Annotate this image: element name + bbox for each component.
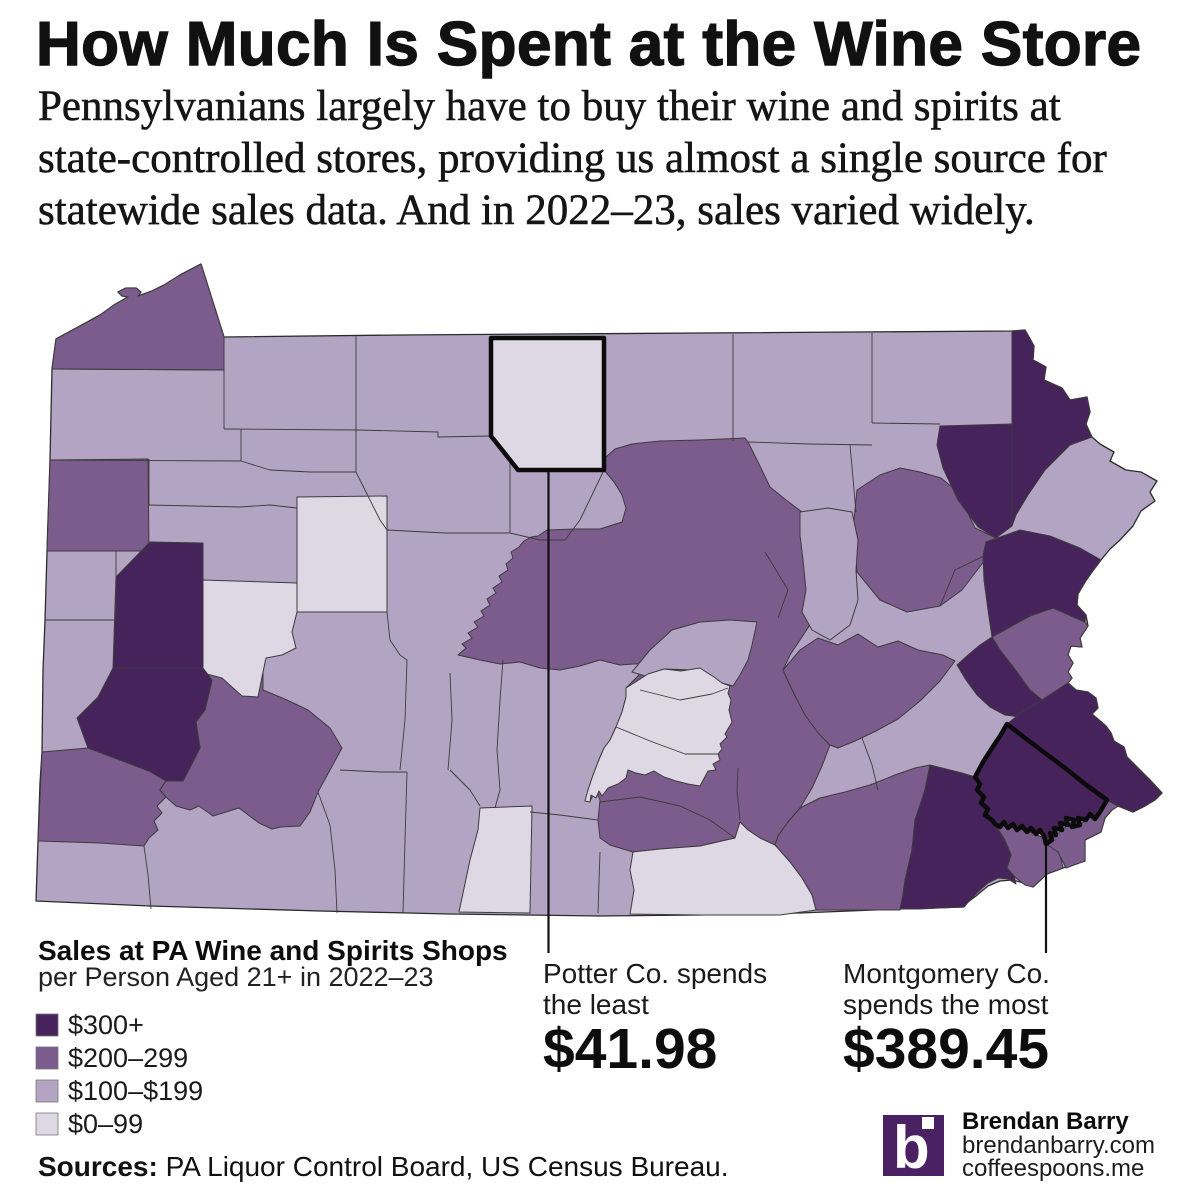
svg-text:Brendan Barry: Brendan Barry [962, 1108, 1129, 1135]
svg-text:$100–$199: $100–$199 [68, 1076, 203, 1106]
svg-text:Montgomery Co.: Montgomery Co. [843, 958, 1050, 989]
svg-text:$0–99: $0–99 [68, 1109, 143, 1139]
svg-text:state-controlled stores, provi: state-controlled stores, providing us al… [38, 135, 1107, 182]
svg-text:$41.98: $41.98 [543, 1017, 717, 1081]
svg-text:the least: the least [543, 989, 649, 1020]
svg-text:$200–299: $200–299 [68, 1043, 188, 1073]
svg-text:$300+: $300+ [68, 1010, 144, 1040]
svg-text:Sales at PA Wine and Spirits S: Sales at PA Wine and Spirits Shops [38, 935, 508, 966]
svg-text:Potter Co. spends: Potter Co. spends [543, 958, 767, 989]
svg-text:statewide sales data. And in 2: statewide sales data. And in 2022–23, sa… [38, 187, 1035, 234]
svg-text:spends the most: spends the most [843, 989, 1049, 1020]
svg-text:Sources: PA Liquor Control Boa: Sources: PA Liquor Control Board, US Cen… [38, 1151, 729, 1182]
svg-text:brendanbarry.com: brendanbarry.com [962, 1132, 1155, 1159]
svg-text:$389.45: $389.45 [843, 1017, 1049, 1081]
svg-text:How Much Is Spent at the Wine: How Much Is Spent at the Wine Store [36, 10, 1141, 79]
svg-text:coffeespoons.me: coffeespoons.me [962, 1155, 1144, 1182]
svg-text:per Person Aged 21+ in 2022–23: per Person Aged 21+ in 2022–23 [38, 962, 434, 992]
svg-text:Pennsylvanians largely have to: Pennsylvanians largely have to buy their… [38, 83, 1061, 130]
